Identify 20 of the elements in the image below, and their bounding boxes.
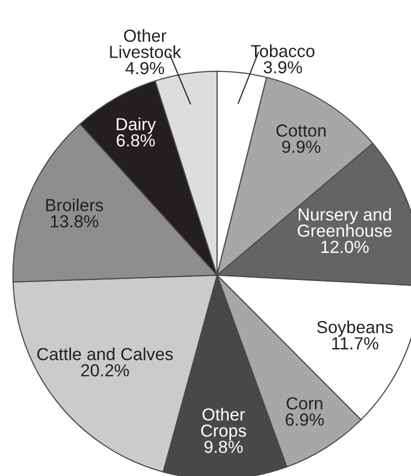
data-label: 9.9% bbox=[282, 140, 320, 153]
slice-label: Cattle and Calves bbox=[37, 348, 173, 360]
slice-label: Soybeans bbox=[317, 320, 393, 337]
data-label: 20.2% bbox=[81, 364, 129, 376]
slice-label: Other Crops bbox=[201, 408, 246, 440]
data-label: 12.0% bbox=[321, 240, 369, 254]
data-label: 6.8% bbox=[116, 134, 155, 147]
data-label: 4.9% bbox=[126, 62, 164, 74]
data-label: 6.9% bbox=[286, 413, 324, 426]
slice-label: Dairy bbox=[116, 118, 156, 134]
slice-label: Tobacco bbox=[250, 44, 314, 58]
data-label: 3.9% bbox=[264, 61, 302, 74]
data-label: 9.8% bbox=[204, 440, 243, 453]
slice-label: Nursery and Greenhouse bbox=[298, 208, 392, 237]
data-label: 13.8% bbox=[50, 215, 98, 228]
slice-label: Broilers bbox=[46, 198, 104, 212]
slice-label: Corn bbox=[286, 397, 322, 410]
data-label: 11.7% bbox=[332, 337, 378, 350]
slice-label: Other Livestock bbox=[110, 29, 182, 58]
slice-label: Cotton bbox=[276, 124, 326, 137]
